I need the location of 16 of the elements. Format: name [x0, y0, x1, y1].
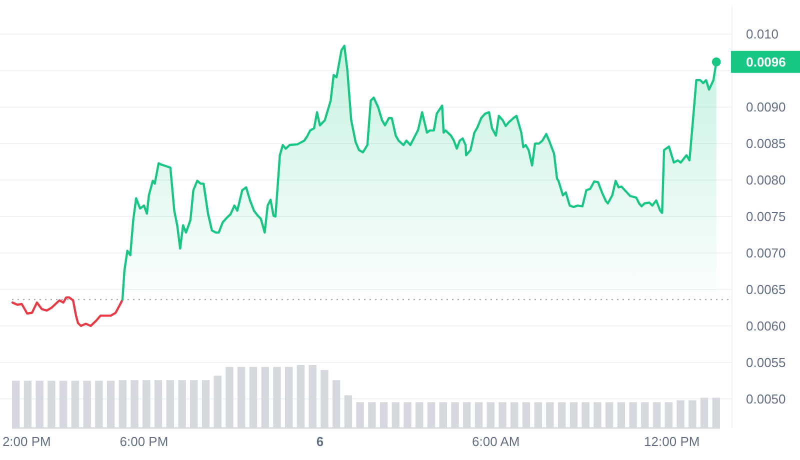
y-tick-label: 0.0055 — [746, 354, 786, 370]
y-tick-label: 0.010 — [746, 26, 779, 42]
x-tick-label: 6 — [316, 434, 324, 449]
y-tick-label: 0.0050 — [746, 391, 786, 406]
annotation: 0.0096 — [746, 54, 786, 70]
x-tick-label: 6:00 PM — [120, 434, 168, 449]
x-tick-label: 12:00 PM — [644, 434, 700, 449]
y-tick-label: 0.0080 — [746, 172, 786, 188]
x-tick-label: 2:00 PM — [2, 434, 51, 449]
y-tick-label: 0.0090 — [746, 100, 786, 115]
x-tick-label: 6:00 AM — [472, 434, 520, 449]
y-tick-label: 0.0060 — [746, 318, 786, 334]
y-tick-label: 0.0070 — [746, 246, 786, 261]
y-tick-label: 0.0075 — [746, 209, 786, 224]
y-tick-label: 0.0065 — [746, 282, 786, 297]
y-tick-label: 0.0085 — [746, 136, 786, 152]
